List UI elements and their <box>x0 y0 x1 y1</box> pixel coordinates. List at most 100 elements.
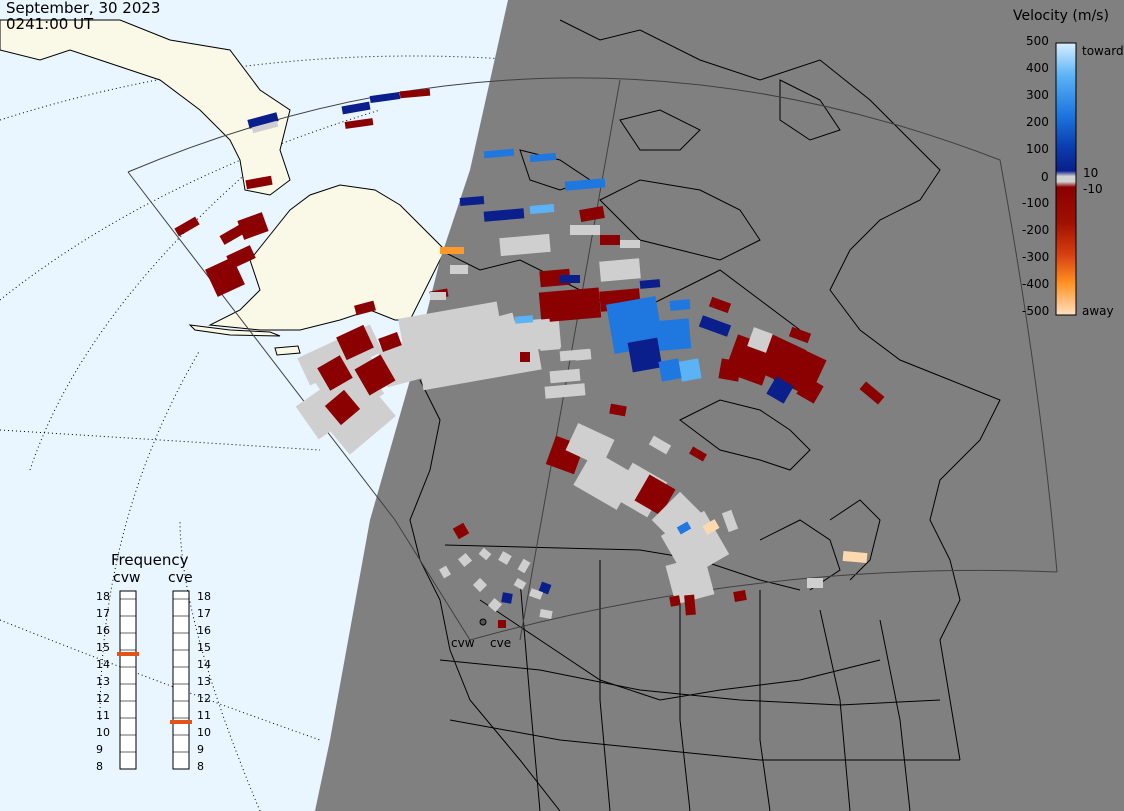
frequency-tick-label: 15 <box>96 641 110 654</box>
radar-echo-cell <box>452 522 470 540</box>
radar-echo-cell <box>245 175 273 190</box>
radar-echo-cell <box>648 318 692 352</box>
radar-echo-cell <box>766 376 794 404</box>
radar-echo-cell <box>398 301 502 349</box>
radar-echo-cell <box>450 265 468 274</box>
frequency-tick-label: 9 <box>197 743 204 756</box>
radar-echo-cell <box>439 328 457 342</box>
radar-echo-cell <box>341 101 371 115</box>
radar-echo-cell <box>324 389 361 426</box>
radar-echo-cell <box>459 195 485 207</box>
radar-echo-cell <box>676 521 692 535</box>
radar-echo-cell <box>378 332 402 352</box>
night-side <box>315 0 1124 811</box>
frequency-current-marker <box>170 720 192 724</box>
radar-echo-cell <box>399 88 431 99</box>
radar-echo-cell <box>658 358 682 382</box>
radar-echo-cell <box>483 208 525 222</box>
radar-echo-cell <box>472 577 488 593</box>
frequency-tick-label: 11 <box>96 709 110 722</box>
velocity-tick-label: 100 <box>1026 142 1049 156</box>
radar-echo-cell <box>574 349 592 361</box>
radar-echo-cell <box>609 403 627 417</box>
frequency-bar-box <box>119 590 137 770</box>
radar-site-label-cvw: cvw <box>451 636 475 650</box>
radar-echo-cell <box>807 578 823 588</box>
radar-echo-cell <box>669 299 691 311</box>
velocity-tick-label: 200 <box>1026 115 1049 129</box>
radar-echo-cell <box>842 550 868 564</box>
radar-echo-cell <box>501 592 513 604</box>
radar-echo-cell <box>538 287 602 323</box>
radar-echo-cell <box>498 551 512 565</box>
radar-echo-cell <box>369 91 401 104</box>
velocity-tick-label: -10 <box>1083 182 1103 196</box>
radar-echo-cell <box>520 352 530 362</box>
frequency-tick-label: 17 <box>197 607 211 620</box>
radar-echo-cell <box>247 112 279 129</box>
island-small <box>274 345 301 356</box>
radar-echo-cell <box>648 435 672 455</box>
velocity-legend-title: Velocity (m/s) <box>1013 8 1109 24</box>
radar-echo-cell <box>226 245 256 269</box>
frequency-panel: Frequency cvw cve 1817161514131211109818… <box>96 551 211 773</box>
velocity-tick-label: -300 <box>1022 250 1049 264</box>
frequency-tick-label: 13 <box>96 675 110 688</box>
velocity-tick-label: 300 <box>1026 88 1049 102</box>
radar-echo-cell <box>529 152 557 163</box>
frequency-tick-label: 13 <box>197 675 211 688</box>
velocity-tick-label: 400 <box>1026 61 1049 75</box>
frequency-tick-label: 12 <box>197 692 211 705</box>
landmass-north <box>0 19 291 196</box>
radar-echo-cell <box>498 620 506 628</box>
frequency-tick-label: 18 <box>96 590 110 603</box>
velocity-tick-label: 0 <box>1041 170 1049 184</box>
radar-site-marker <box>479 618 487 626</box>
velocity-ticks: 500400300200100100-10-100-200-300-400-50… <box>1022 34 1103 318</box>
frequency-tick-label: 8 <box>197 760 204 773</box>
velocity-tick-label: 10 <box>1083 166 1098 180</box>
frequency-tick-label: 10 <box>96 726 110 739</box>
radar-echo-cell <box>599 258 641 282</box>
radar-echo-cell <box>237 212 269 240</box>
radar-echo-cell <box>579 206 605 222</box>
radar-echo-cell <box>788 326 812 344</box>
frequency-radar-cvw-label: cvw <box>113 570 140 586</box>
radar-echo-cell <box>859 381 885 405</box>
night-coastlines <box>409 19 1001 811</box>
radar-echo-cell <box>539 609 553 619</box>
radar-echo-cell <box>600 235 620 245</box>
radar-echo-cell <box>439 565 451 579</box>
radar-echo-cell <box>478 547 492 561</box>
radar-echo-cell <box>686 516 714 544</box>
radar-echo-cell <box>796 376 824 404</box>
radar-echo-cell <box>514 315 534 324</box>
radar-site-label-cve: cve <box>490 636 511 650</box>
frequency-tick-label: 14 <box>96 658 110 671</box>
velocity-tick-label: -200 <box>1022 223 1049 237</box>
date-label: September, 30 2023 <box>6 0 161 17</box>
radar-echo-cell <box>174 216 200 237</box>
velocity-toward-label: toward <box>1082 44 1124 58</box>
radar-echo-cell <box>251 120 279 134</box>
radar-echo-cell <box>513 578 527 590</box>
radar-echo-cell <box>457 552 473 568</box>
radar-echo-cell <box>440 247 464 254</box>
velocity-tick-label: -500 <box>1022 304 1049 318</box>
radar-echo-cell <box>689 446 707 462</box>
frequency-tick-label: 10 <box>197 726 211 739</box>
radar-echo-cell <box>354 354 396 396</box>
frequency-tick-label: 14 <box>197 658 211 671</box>
radar-echo-cell <box>634 474 676 516</box>
frequency-tick-label: 11 <box>197 709 211 722</box>
radar-echo-cell <box>702 519 720 535</box>
radar-echo-cell <box>317 355 353 391</box>
frequency-tick-label: 16 <box>96 624 110 637</box>
velocity-colorbar <box>1055 42 1077 316</box>
frequency-bar-box <box>172 590 190 770</box>
time-label: 0241:00 UT <box>6 15 94 33</box>
radar-echo-cell <box>483 148 515 159</box>
